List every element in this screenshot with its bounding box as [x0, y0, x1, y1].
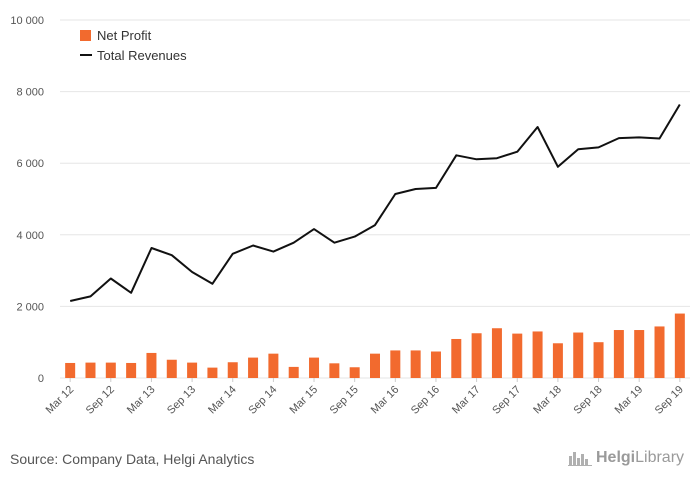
net-profit-bar — [146, 352, 157, 378]
net-profit-bar — [207, 367, 218, 378]
x-tick-label: Sep 14 — [246, 384, 279, 417]
net-profit-bar — [654, 326, 665, 378]
y-tick-label: 10 000 — [10, 15, 44, 27]
logo-brand: Helgi — [596, 449, 636, 466]
net-profit-bar — [166, 359, 177, 378]
net-profit-bar — [674, 313, 685, 378]
net-profit-bar — [613, 330, 624, 378]
net-profit-bar — [126, 362, 137, 378]
net-profit-bar — [573, 332, 584, 378]
x-tick-label: Mar 17 — [450, 384, 483, 417]
y-axis-ticks: 0 2 000 4 000 6 000 8 000 10 000 — [10, 15, 44, 385]
x-tick-label: Sep 12 — [84, 384, 117, 417]
net-profit-bar — [532, 331, 543, 378]
net-profit-bar — [451, 338, 462, 378]
net-profit-bar — [105, 362, 116, 378]
y-tick-label: 0 — [38, 373, 44, 385]
net-profit-bar — [268, 353, 279, 378]
source-note: Source: Company Data, Helgi Analytics — [10, 451, 255, 467]
y-tick-label: 2 000 — [16, 301, 44, 313]
net-profit-bar — [288, 366, 299, 378]
net-profit-bar — [593, 342, 604, 378]
net-profit-bar — [491, 328, 502, 378]
x-tick-label: Sep 13 — [165, 384, 198, 417]
total-revenues-line-group — [69, 103, 681, 302]
x-tick-label: Mar 19 — [613, 384, 646, 417]
net-profit-bar — [187, 362, 198, 378]
legend-swatch-net-profit — [80, 30, 91, 41]
x-tick-label: Mar 13 — [125, 384, 158, 417]
net-profit-bar — [410, 350, 421, 378]
x-tick-label: Mar 18 — [531, 384, 564, 417]
net-profit-bar — [471, 333, 482, 378]
net-profit-bar — [349, 367, 360, 378]
net-profit-bars — [65, 313, 685, 378]
net-profit-bar — [329, 363, 340, 378]
chart: 0 2 000 4 000 6 000 8 000 10 000 Mar 12 Sep 12… — [10, 15, 690, 417]
legend: Net Profit Total Revenues — [80, 28, 187, 63]
net-profit-bar — [390, 350, 401, 378]
net-profit-bar — [512, 333, 523, 378]
net-profit-bar — [65, 362, 76, 378]
y-tick-label: 4 000 — [16, 230, 44, 242]
net-profit-bar — [248, 357, 259, 378]
net-profit-bar — [309, 357, 320, 378]
x-axis-ticks: Mar 12 Sep 12 Mar 13 Sep 13 Mar 14 Sep 14 Mar … — [44, 378, 686, 417]
helgi-library-logo: HelgiLibrary — [568, 449, 684, 467]
x-tick-label: Sep 17 — [490, 384, 523, 417]
gridlines — [60, 19, 690, 379]
legend-label-net-profit: Net Profit — [97, 28, 152, 43]
x-tick-label: Sep 15 — [328, 384, 361, 417]
legend-label-total-revenues: Total Revenues — [97, 48, 187, 63]
y-tick-label: 6 000 — [16, 158, 44, 170]
x-tick-label: Mar 12 — [44, 384, 77, 417]
total-revenues-line — [69, 103, 681, 302]
x-tick-label: Mar 14 — [206, 384, 239, 417]
net-profit-bar — [227, 362, 238, 378]
x-tick-label: Sep 18 — [572, 384, 605, 417]
net-profit-bar — [370, 353, 380, 378]
net-profit-bar — [634, 330, 645, 378]
x-tick-label: Sep 19 — [653, 384, 686, 417]
y-tick-label: 8 000 — [16, 87, 44, 99]
net-profit-bar — [552, 343, 563, 378]
city-skyline-icon — [568, 452, 592, 466]
logo-rest: Library — [635, 449, 685, 466]
x-tick-label: Mar 16 — [369, 384, 402, 417]
net-profit-bar — [85, 362, 96, 378]
x-tick-label: Mar 15 — [287, 384, 320, 417]
x-tick-label: Sep 16 — [409, 384, 442, 417]
net-profit-bar — [430, 351, 441, 378]
